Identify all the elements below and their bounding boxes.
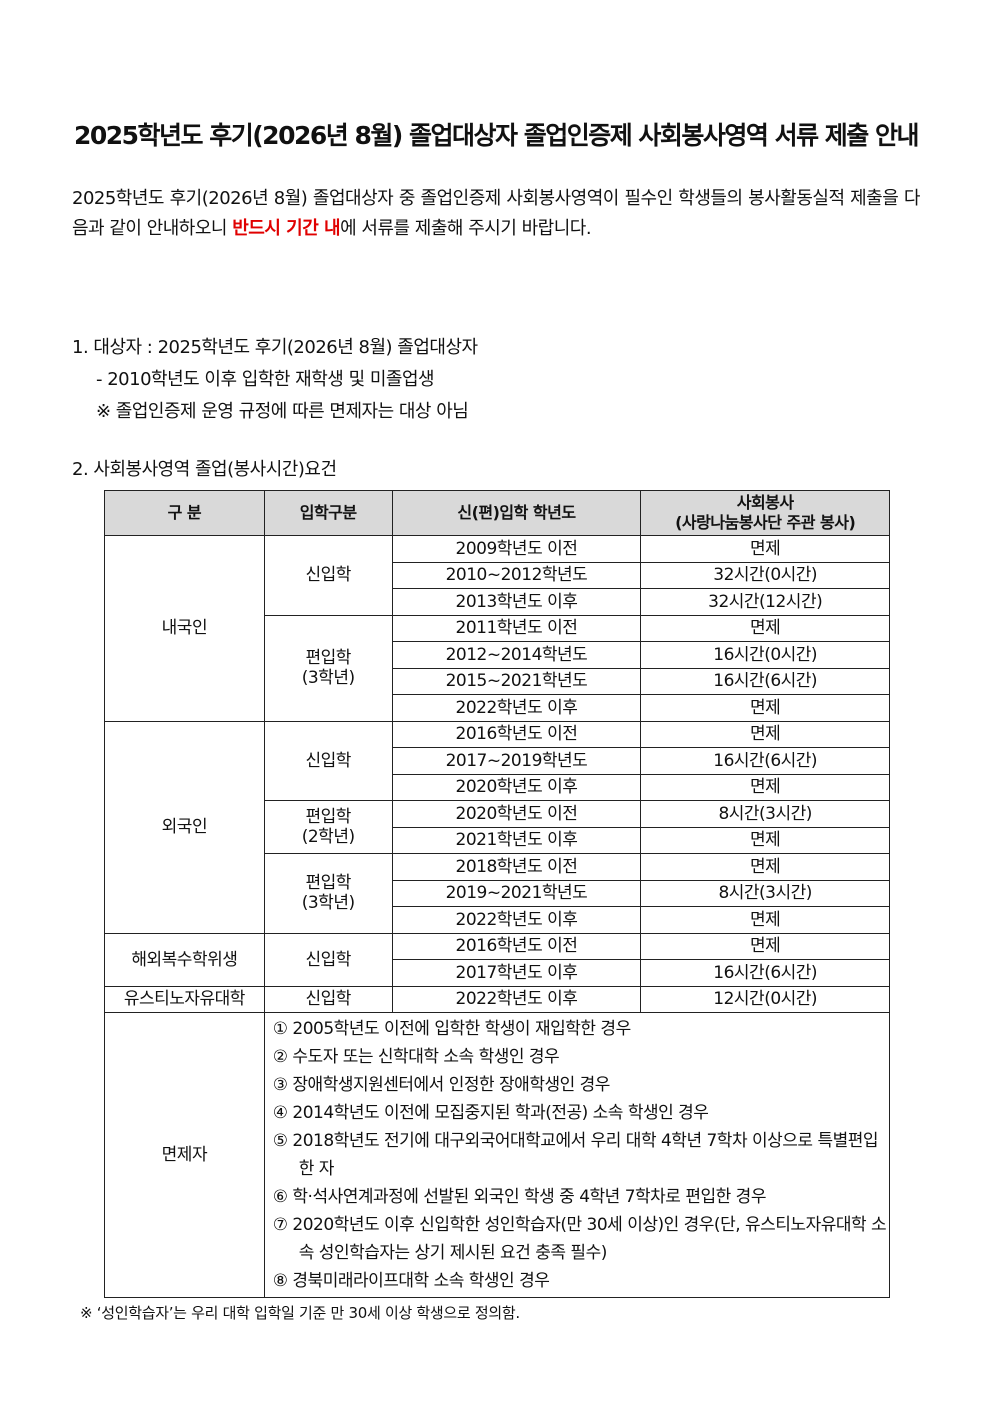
intro-text-end: 에 서류를 제출해 주시기 바랍니다. <box>340 218 592 239</box>
category-cell: 해외복수학위생 <box>104 932 265 987</box>
footnote: ※ ‘성인학습자’는 우리 대학 입학일 기준 만 30세 이상 학생으로 정의… <box>80 1304 520 1322</box>
hours-cell: 면제 <box>640 535 890 563</box>
year-cell: 2022학년도 이후 <box>391 906 642 934</box>
year-cell: 2022학년도 이후 <box>391 985 642 1013</box>
admission-type-cell: 신입학 <box>263 985 393 1013</box>
year-cell: 2016학년도 이전 <box>391 932 642 960</box>
hours-cell: 면제 <box>640 694 890 722</box>
exempt-item: ⑦ 2020학년도 이후 신입학한 성인학습자(만 30세 이상)인 경우(단,… <box>272 1215 887 1263</box>
requirements-table: 구 분 입학구분 신(편)입학 학년도 사회봉사 (사랑나눔봉사단 주관 봉사) 내국인… <box>104 490 891 1298</box>
hours-cell: 8시간(3시간) <box>640 879 890 907</box>
table-row: 2012~2014학년도 16시간(0시간) <box>105 641 890 669</box>
exempt-item: ⑤ 2018학년도 전기에 대구외국어대학교에서 우리 대학 4학년 7학차 이… <box>272 1131 879 1179</box>
intro-text: 2025학년도 후기(2026년 8월) 졸업대상자 중 졸업인증제 사회봉사영… <box>72 188 921 239</box>
year-cell: 2010~2012학년도 <box>391 561 642 589</box>
category-cell: 유스티노자유대학 <box>104 985 265 1013</box>
intro-highlight: 반드시 기간 내 <box>232 218 341 239</box>
year-cell: 2017~2019학년도 <box>391 747 642 775</box>
table-row: 편입학 (2학년) 2020학년도 이전 8시간(3시간) <box>105 800 890 854</box>
exempt-row: 면제자 ① 2005학년도 이전에 입학한 학생이 재입학한 경우 ② 수도자 또는… <box>104 1012 891 1298</box>
exempt-label-cell: 면제자 <box>104 1012 265 1298</box>
table-row: 2022학년도 이후 면제 <box>105 694 890 722</box>
hours-cell: 32시간(12시간) <box>640 588 890 616</box>
table-row: 2015~2021학년도 16시간(6시간) <box>105 667 890 695</box>
year-cell: 2022학년도 이후 <box>391 694 642 722</box>
admission-type-cell: 편입학 (3학년) <box>263 853 393 934</box>
table-row: 유스티노자유대학 신입학 2022학년도 이후 12시간(0시간) <box>104 985 890 1013</box>
section1-sub2: ※ 졸업인증제 운영 규정에 따른 면제자는 대상 아님 <box>96 401 469 422</box>
year-cell: 2009학년도 이전 <box>391 535 642 563</box>
year-cell: 2015~2021학년도 <box>391 667 642 695</box>
table-row: 2022학년도 이후 면제 <box>105 906 890 934</box>
year-cell: 2020학년도 이전 <box>391 800 642 828</box>
exempt-item: ③ 장애학생지원센터에서 인정한 장애학생인 경우 <box>272 1075 611 1095</box>
admission-type-cell: 신입학 <box>263 720 393 801</box>
hours-cell: 면제 <box>640 932 890 960</box>
column-header: 신(편)입학 학년도 <box>391 490 642 536</box>
year-cell: 2019~2021학년도 <box>391 879 642 907</box>
exempt-item: ⑧ 경북미래라이프대학 소속 학생인 경우 <box>272 1271 550 1291</box>
column-header: 사회봉사 (사랑나눔봉사단 주관 봉사) <box>640 490 890 536</box>
exempt-item: ④ 2014학년도 이전에 모집중지된 학과(전공) 소속 학생인 경우 <box>272 1103 709 1123</box>
year-cell: 2021학년도 이후 <box>391 826 642 854</box>
year-cell: 2017학년도 이후 <box>391 959 642 987</box>
hours-cell: 면제 <box>640 826 890 854</box>
header-row: 구 분 입학구분 신(편)입학 학년도 사회봉사 (사랑나눔봉사단 주관 봉사) <box>104 490 890 536</box>
section1-heading: 1. 대상자 : 2025학년도 후기(2026년 8월) 졸업대상자 <box>72 337 478 358</box>
year-cell: 2012~2014학년도 <box>391 641 642 669</box>
hours-cell: 16시간(6시간) <box>640 667 890 695</box>
table-row: 해외복수학위생 신입학 2016학년도 이전 면제 <box>104 932 890 987</box>
hours-cell: 면제 <box>640 614 890 642</box>
exempt-list-cell: ① 2005학년도 이전에 입학한 학생이 재입학한 경우 ② 수도자 또는 신학… <box>263 1012 891 1298</box>
hours-cell: 16시간(6시간) <box>640 959 890 987</box>
year-cell: 2011학년도 이전 <box>391 614 642 642</box>
admission-type-cell: 신입학 <box>263 535 393 616</box>
section1-sub1: - 2010학년도 이후 입학한 재학생 및 미졸업생 <box>96 369 435 390</box>
hours-cell: 면제 <box>640 720 890 748</box>
admission-type-cell: 편입학 (3학년) <box>263 614 393 722</box>
hours-cell: 12시간(0시간) <box>640 985 890 1013</box>
year-cell: 2013학년도 이후 <box>391 588 642 616</box>
table-row: 2017학년도 이후 16시간(6시간) <box>105 959 890 987</box>
hours-cell: 면제 <box>640 853 890 881</box>
table-row: 2020학년도 이후 면제 <box>105 773 890 801</box>
exempt-item: ① 2005학년도 이전에 입학한 학생이 재입학한 경우 <box>272 1019 631 1039</box>
table-row: 2013학년도 이후 32시간(12시간) <box>105 588 890 616</box>
admission-type-cell: 신입학 <box>263 932 393 987</box>
category-cell: 내국인 <box>104 535 265 722</box>
hours-cell: 16시간(0시간) <box>640 641 890 669</box>
column-header: 구 분 <box>104 490 265 536</box>
exempt-item: ② 수도자 또는 신학대학 소속 학생인 경우 <box>272 1047 560 1067</box>
hours-cell: 16시간(6시간) <box>640 747 890 775</box>
year-cell: 2016학년도 이전 <box>391 720 642 748</box>
year-cell: 2018학년도 이전 <box>391 853 642 881</box>
section2-heading: 2. 사회봉사영역 졸업(봉사시간)요건 <box>72 459 337 480</box>
table-row: 편입학 (3학년) 2011학년도 이전 면제 <box>105 614 890 722</box>
category-cell: 외국인 <box>104 720 265 934</box>
hours-cell: 면제 <box>640 906 890 934</box>
table-row: 내국인 신입학 2009학년도 이전 면제 <box>104 535 890 722</box>
column-header: 입학구분 <box>263 490 393 536</box>
hours-cell: 면제 <box>640 773 890 801</box>
table-row: 편입학 (3학년) 2018학년도 이전 면제 <box>105 853 890 934</box>
hours-cell: 32시간(0시간) <box>640 561 890 589</box>
table-row: 외국인 신입학 2016학년도 이전 면제 <box>104 720 890 934</box>
year-cell: 2020학년도 이후 <box>391 773 642 801</box>
exempt-item: ⑥ 학·석사연계과정에 선발된 외국인 학생 중 4학년 7학차로 편입한 경우 <box>272 1187 767 1207</box>
intro-paragraph: 2025학년도 후기(2026년 8월) 졸업대상자 중 졸업인증제 사회봉사영… <box>72 184 921 244</box>
hours-cell: 8시간(3시간) <box>640 800 890 828</box>
page-title: 2025학년도 후기(2026년 8월) 졸업대상자 졸업인증제 사회봉사영역 … <box>73 121 920 150</box>
admission-type-cell: 편입학 (2학년) <box>263 800 393 854</box>
